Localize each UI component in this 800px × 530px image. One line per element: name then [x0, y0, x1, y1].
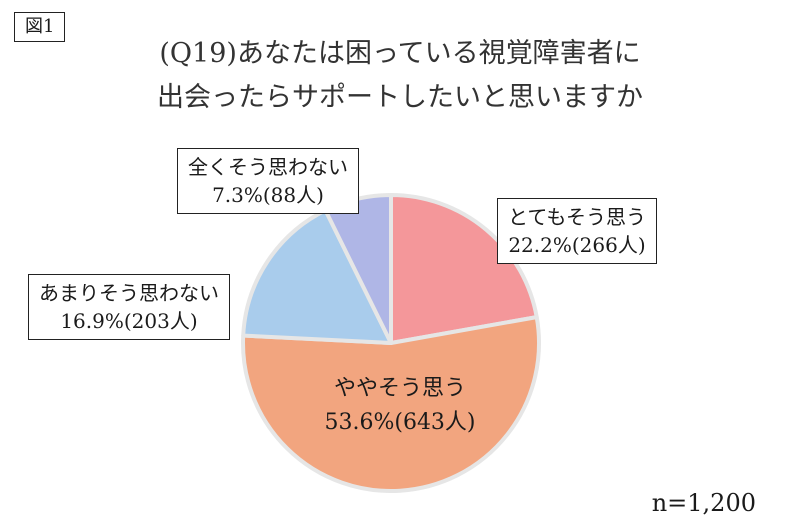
callout-not-much: あまりそう思わない 16.9%(203人) — [28, 274, 230, 340]
chart-title-line-2: 出会ったらサポートしたいと思いますか — [157, 82, 643, 113]
slice-label-very-much: とてもそう思う — [508, 205, 646, 229]
callout-very-much: とてもそう思う 22.2%(266人) — [497, 198, 657, 264]
pie-slice-not-much — [241, 208, 393, 345]
pie-slice-very-much — [389, 193, 539, 345]
slice-label-not-much: あまりそう思わない — [39, 281, 219, 305]
slice-label-somewhat: ややそう思う — [333, 376, 466, 401]
slice-value-not-much: 16.9%(203人) — [60, 309, 198, 333]
slice-value-somewhat: 53.6%(643人) — [324, 410, 476, 435]
slice-value-very-much: 22.2%(266人) — [508, 233, 646, 257]
sample-size-note: n=1,200 — [651, 489, 756, 517]
slice-value-not-at-all: 7.3%(88人) — [212, 183, 324, 207]
chart-title: (Q19)あなたは困っている視覚障害者に 出会ったらサポートしたいと思いますか — [120, 32, 680, 120]
figure-label: 図1 — [14, 12, 66, 42]
pie-slice-somewhat — [241, 315, 541, 493]
slice-label-not-at-all: 全くそう思わない — [188, 155, 348, 179]
chart-title-line-1: (Q19)あなたは困っている視覚障害者に — [159, 38, 641, 69]
callout-not-at-all: 全くそう思わない 7.3%(88人) — [177, 148, 359, 214]
label-somewhat: ややそう思う 53.6%(643人) — [320, 372, 480, 440]
